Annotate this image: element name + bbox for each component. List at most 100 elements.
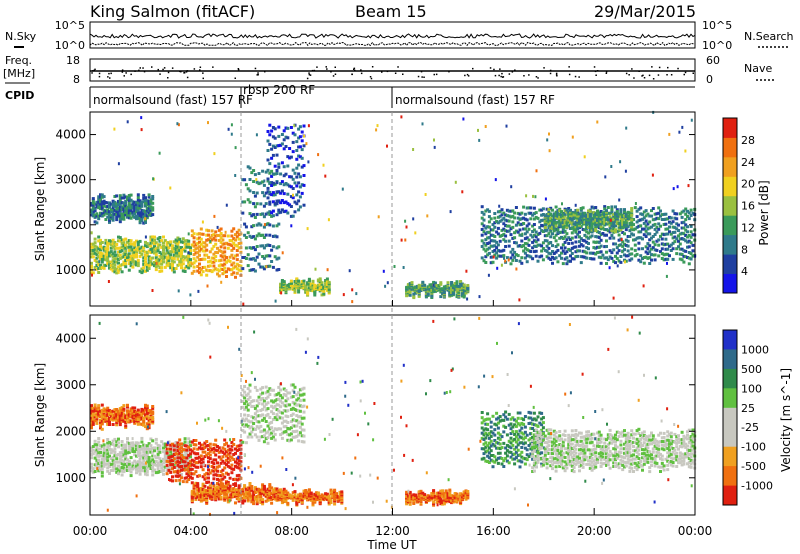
heatmap-cell (633, 206, 637, 210)
heatmap-cell (213, 214, 216, 218)
heatmap-cell (279, 172, 283, 176)
heatmap-cell (560, 221, 563, 225)
heatmap-cell (491, 233, 495, 237)
heatmap-cell (259, 265, 263, 269)
heatmap-cell (203, 473, 207, 477)
heatmap-cell (219, 267, 223, 271)
nave-point (353, 67, 356, 70)
heatmap-cell (91, 273, 93, 277)
heatmap-cell (246, 498, 250, 501)
heatmap-cell (109, 213, 113, 217)
heatmap-cell (581, 206, 585, 210)
nave-point (353, 68, 355, 70)
heatmap-cell (298, 415, 302, 419)
heatmap-cell (102, 199, 106, 203)
heatmap-cell (678, 232, 682, 236)
heatmap-cell (324, 281, 328, 284)
heatmap-cell (567, 218, 571, 222)
heatmap-cell (194, 498, 198, 501)
heatmap-cell (93, 244, 97, 248)
heatmap-cell (277, 409, 281, 413)
heatmap-cell (549, 241, 553, 244)
heatmap-cell (551, 255, 554, 259)
heatmap-cell (147, 420, 151, 424)
heatmap-cell (147, 418, 151, 422)
heatmap-cell (264, 431, 268, 435)
heatmap-cell (228, 239, 232, 242)
heatmap-cell (203, 464, 207, 468)
heatmap-cell (208, 236, 212, 240)
heatmap-cell (549, 235, 553, 239)
heatmap-cell (248, 486, 252, 490)
heatmap-cell (135, 214, 138, 218)
nave-point (167, 77, 169, 79)
heatmap-cell (280, 501, 284, 505)
heatmap-cell (207, 238, 210, 242)
nave-point (157, 68, 159, 71)
heatmap-cell (93, 403, 97, 407)
heatmap-cell (513, 236, 517, 240)
heatmap-cell (102, 462, 106, 466)
heatmap-cell (277, 427, 281, 431)
heatmap-cell (109, 469, 113, 472)
heatmap-cell (145, 427, 149, 431)
heatmap-cell (100, 467, 104, 471)
heatmap-cell (216, 272, 219, 276)
heatmap-cell (624, 243, 628, 247)
heatmap-cell (212, 256, 216, 260)
heatmap-cell (210, 448, 214, 452)
heatmap-cell (454, 180, 457, 184)
heatmap-cell (529, 233, 533, 237)
heatmap-cell (115, 408, 119, 411)
heatmap-cell (666, 261, 668, 265)
heatmap-cell (639, 218, 643, 222)
heatmap-cell (291, 214, 295, 218)
heatmap-cell (277, 165, 281, 169)
heatmap-cell (599, 210, 603, 213)
nave-point (643, 77, 646, 79)
heatmap-cell (147, 211, 151, 215)
heatmap-cell (549, 216, 553, 220)
heatmap-cell (302, 279, 306, 283)
heatmap-cell (149, 198, 153, 202)
heatmap-cell (172, 247, 176, 250)
heatmap-cell (569, 217, 572, 221)
heatmap-cell (466, 285, 470, 289)
heatmap-cell (532, 223, 536, 226)
heatmap-cell (259, 223, 263, 227)
heatmap-cell (217, 269, 221, 273)
noise-tick-right-bottom: 10^0 (702, 39, 732, 52)
heatmap-cell (590, 251, 594, 255)
heatmap-cell (95, 409, 99, 412)
heatmap-cell (99, 245, 102, 249)
heatmap-cell (131, 441, 135, 445)
heatmap-cell (205, 471, 209, 475)
heatmap-cell (228, 458, 232, 462)
heatmap-cell (496, 249, 500, 252)
heatmap-cell (576, 226, 580, 230)
heatmap-cell (145, 208, 149, 212)
heatmap-cell (90, 413, 93, 417)
heatmap-cell (241, 440, 245, 444)
heatmap-cell (459, 280, 463, 283)
heatmap-cell (93, 241, 97, 245)
heatmap-cell (115, 253, 119, 257)
heatmap-cell (673, 235, 677, 239)
heatmap-cell (224, 230, 227, 234)
heatmap-cell (660, 218, 664, 221)
colorbar-swatch (723, 156, 737, 177)
y-tick-label: 4000 (55, 128, 86, 142)
heatmap-cell (201, 257, 205, 261)
heatmap-cell (145, 470, 149, 473)
heatmap-cell (117, 409, 120, 413)
heatmap-cell (612, 220, 616, 223)
heatmap-cell (131, 450, 135, 453)
heatmap-cell (554, 205, 558, 209)
heatmap-cell (547, 214, 551, 218)
heatmap-cell (626, 225, 630, 229)
heatmap-cell (284, 430, 288, 433)
heatmap-cell (583, 228, 587, 232)
heatmap-cell (630, 218, 634, 222)
heatmap-cell (138, 218, 142, 222)
heatmap-cell (156, 449, 160, 453)
